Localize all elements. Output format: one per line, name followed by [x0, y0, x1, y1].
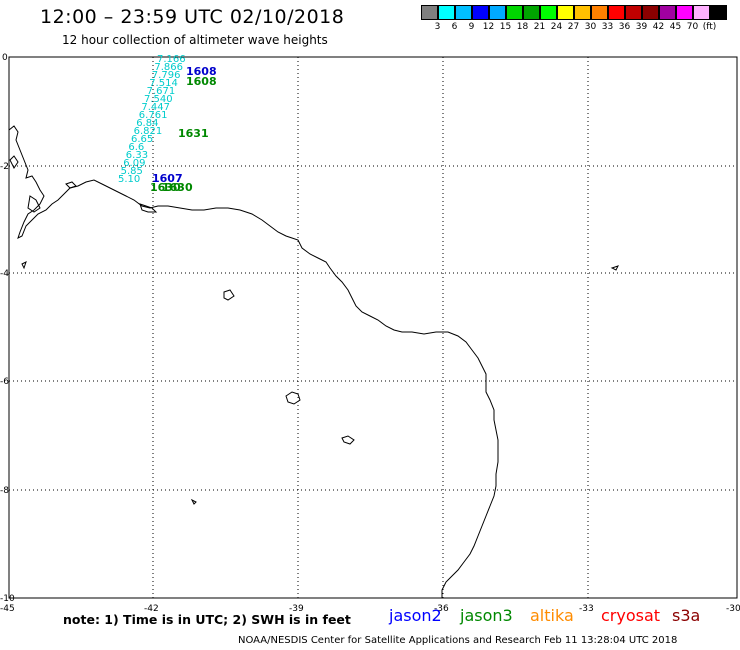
credit-footer: NOAA/NESDIS Center for Satellite Applica…	[238, 635, 678, 646]
wave-height-value: 6.821	[134, 126, 163, 137]
y-tick: -8	[0, 486, 9, 496]
satellite-cryosat: cryosat	[601, 606, 661, 625]
legend-label: 39	[635, 22, 648, 32]
wave-height-value: 7.540	[144, 94, 173, 105]
track-time-label: 1631	[178, 127, 209, 140]
units-note: note: 1) Time is in UTC; 2) SWH is in fe…	[63, 612, 351, 627]
wave-height-value: 5.85	[121, 166, 143, 177]
y-tick: 0	[2, 53, 8, 63]
map-frame	[8, 56, 738, 599]
x-tick: -42	[144, 604, 159, 614]
legend-swatch	[472, 5, 489, 20]
page-title: 12:00 – 23:59 UTC 02/10/2018	[40, 6, 345, 28]
y-tick: -6	[0, 377, 9, 387]
wave-height-value: 7.671	[147, 86, 176, 97]
legend-label: 21	[533, 22, 546, 32]
track-time-label: 1607	[152, 172, 183, 185]
track-time-label: 1608	[186, 75, 217, 88]
wave-height-value: 6.84	[136, 118, 158, 129]
wave-height-value: 6.6	[128, 142, 144, 153]
legend-label: (ft)	[702, 22, 717, 32]
satellite-s3a: s3a	[672, 606, 701, 625]
legend-swatch	[625, 5, 642, 20]
wave-height-value: 7.866	[154, 62, 183, 73]
wave-height-value: 7.447	[141, 102, 170, 113]
track-time-label: 1630	[162, 181, 193, 194]
legend-label: 24	[550, 22, 563, 32]
legend-swatch	[574, 5, 591, 20]
legend-label: 42	[652, 22, 665, 32]
legend-swatch	[506, 5, 523, 20]
x-tick: -36	[434, 604, 449, 614]
wave-height-value: 6.33	[126, 150, 148, 161]
coastline	[8, 125, 619, 598]
legend-label: 30	[584, 22, 597, 32]
x-tick: -33	[579, 604, 594, 614]
legend-swatch	[489, 5, 506, 20]
legend-label: 70	[686, 22, 699, 32]
satellite-jason3: jason3	[460, 606, 513, 625]
satellite-altika: altika	[530, 606, 574, 625]
legend-label: 6	[451, 22, 458, 32]
legend-swatch	[659, 5, 676, 20]
satellite-jason2: jason2	[389, 606, 442, 625]
x-tick: -30	[726, 604, 740, 614]
legend-swatch	[540, 5, 557, 20]
y-tick: -10	[0, 594, 15, 604]
legend-swatch	[557, 5, 574, 20]
track-time-label: 1630	[150, 181, 181, 194]
legend-label: 27	[567, 22, 580, 32]
legend-label: 3	[434, 22, 441, 32]
legend-label: 15	[499, 22, 512, 32]
wave-height-value: 6.65	[131, 134, 153, 145]
legend-label: 9	[468, 22, 475, 32]
wave-height-value: 7.514	[149, 78, 178, 89]
wave-height-value: 5.10	[118, 174, 140, 185]
x-tick: -39	[289, 604, 304, 614]
legend-swatch	[676, 5, 693, 20]
y-tick: -4	[0, 269, 9, 279]
legend-swatch	[608, 5, 625, 20]
legend-swatch	[455, 5, 472, 20]
color-legend	[421, 5, 727, 20]
legend-swatch	[421, 5, 438, 20]
wave-height-value: 7.796	[152, 70, 181, 81]
legend-swatch	[438, 5, 455, 20]
legend-swatch	[693, 5, 710, 20]
legend-swatch	[710, 5, 727, 20]
wave-height-value: 7.166	[157, 54, 186, 65]
wave-height-value: 6.761	[139, 110, 168, 121]
x-tick: -45	[0, 604, 15, 614]
legend-label: 18	[516, 22, 529, 32]
legend-swatch	[523, 5, 540, 20]
grid	[9, 57, 737, 598]
legend-swatch	[591, 5, 608, 20]
legend-label: 12	[482, 22, 495, 32]
wave-height-value: 6.09	[123, 158, 145, 169]
legend-swatch	[642, 5, 659, 20]
page-subtitle: 12 hour collection of altimeter wave hei…	[62, 33, 328, 47]
legend-label: 33	[601, 22, 614, 32]
legend-label: 36	[618, 22, 631, 32]
y-tick: -2	[0, 162, 9, 172]
track-time-label: 1608	[186, 65, 217, 78]
legend-label: 45	[669, 22, 682, 32]
